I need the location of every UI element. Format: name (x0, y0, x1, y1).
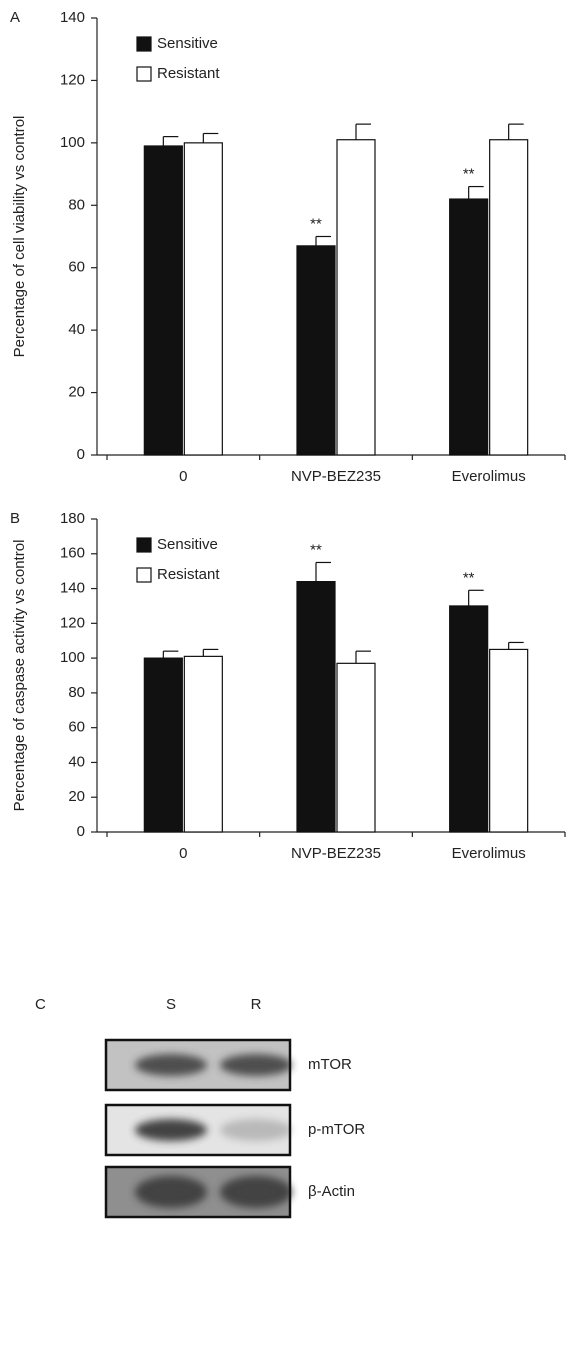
bar (297, 246, 335, 455)
error-bar (356, 651, 371, 663)
y-tick-label: 180 (60, 510, 85, 527)
bar (337, 663, 375, 832)
y-tick-label: 80 (68, 196, 85, 213)
blot-row-label: p-mTOR (308, 1121, 365, 1138)
blot-row-label: mTOR (308, 1056, 352, 1073)
x-tick-label: 0 (179, 468, 187, 485)
x-tick-label: Everolimus (452, 468, 526, 485)
error-bar (469, 590, 484, 606)
x-tick-label: Everolimus (452, 845, 526, 862)
legend-swatch (137, 37, 151, 51)
blot-band (135, 1119, 207, 1141)
blot-strip (106, 1167, 292, 1217)
bar (490, 140, 528, 455)
error-bar (163, 137, 178, 146)
bar (450, 606, 488, 832)
bar (144, 658, 182, 832)
significance-label: ** (310, 541, 322, 558)
error-bar (469, 187, 484, 199)
x-tick-label: 0 (179, 845, 187, 862)
error-bar (203, 133, 218, 142)
bar (450, 199, 488, 455)
y-tick-label: 120 (60, 614, 85, 631)
error-bar (163, 651, 178, 658)
y-tick-label: 140 (60, 580, 85, 597)
blot-band (220, 1119, 292, 1141)
significance-label: ** (310, 215, 322, 232)
lane-label: R (251, 996, 262, 1013)
legend-label: Sensitive (157, 35, 218, 52)
page: A Percentage of cell viability vs control… (0, 0, 574, 1346)
blot-band (220, 1176, 292, 1208)
y-axis-label: Percentage of cell viability vs control (11, 116, 28, 358)
x-tick-label: NVP-BEZ235 (291, 468, 381, 485)
blot-strip (106, 1105, 292, 1155)
figure: A Percentage of cell viability vs control… (0, 0, 574, 1341)
legend-swatch (137, 568, 151, 582)
significance-label: ** (463, 166, 475, 183)
bar (144, 146, 182, 455)
error-bar (509, 642, 524, 649)
x-tick-label: NVP-BEZ235 (291, 845, 381, 862)
y-tick-label: 100 (60, 649, 85, 666)
panel-label: C (35, 996, 46, 1013)
legend-swatch (137, 67, 151, 81)
panel-label: B (10, 510, 20, 527)
error-bar (316, 562, 331, 581)
legend-label: Resistant (157, 65, 220, 82)
blot-row-label: β-Actin (308, 1183, 355, 1200)
error-bar (509, 124, 524, 140)
y-tick-label: 140 (60, 9, 85, 26)
y-tick-label: 100 (60, 134, 85, 151)
y-tick-label: 40 (68, 753, 85, 770)
significance-label: ** (463, 569, 475, 586)
blot-band (135, 1176, 207, 1208)
bar (184, 656, 222, 832)
y-axis-label: Percentage of caspase activity vs contro… (11, 540, 28, 812)
y-tick-label: 160 (60, 545, 85, 562)
blot-band (135, 1054, 207, 1076)
y-tick-label: 60 (68, 259, 85, 276)
y-tick-label: 120 (60, 71, 85, 88)
panel-label: A (10, 9, 20, 26)
y-tick-label: 20 (68, 788, 85, 805)
legend-swatch (137, 538, 151, 552)
legend-label: Resistant (157, 566, 220, 583)
legend-label: Sensitive (157, 536, 218, 553)
y-tick-label: 40 (68, 321, 85, 338)
lane-label: S (166, 996, 176, 1013)
bar (490, 649, 528, 832)
y-tick-label: 0 (77, 823, 85, 840)
error-bar (203, 649, 218, 656)
y-tick-label: 60 (68, 719, 85, 736)
error-bar (356, 124, 371, 140)
blot-strip (106, 1040, 292, 1090)
bar (184, 143, 222, 455)
y-tick-label: 80 (68, 684, 85, 701)
error-bar (316, 237, 331, 246)
bar (337, 140, 375, 455)
y-tick-label: 0 (77, 446, 85, 463)
bar (297, 582, 335, 832)
y-tick-label: 20 (68, 384, 85, 401)
blot-band (220, 1054, 292, 1076)
